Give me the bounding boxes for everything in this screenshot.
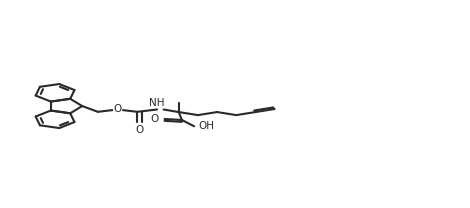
Text: O: O	[135, 125, 144, 135]
Text: NH: NH	[149, 98, 165, 108]
Text: O: O	[113, 104, 122, 114]
Text: O: O	[151, 114, 159, 124]
Text: OH: OH	[199, 121, 215, 131]
